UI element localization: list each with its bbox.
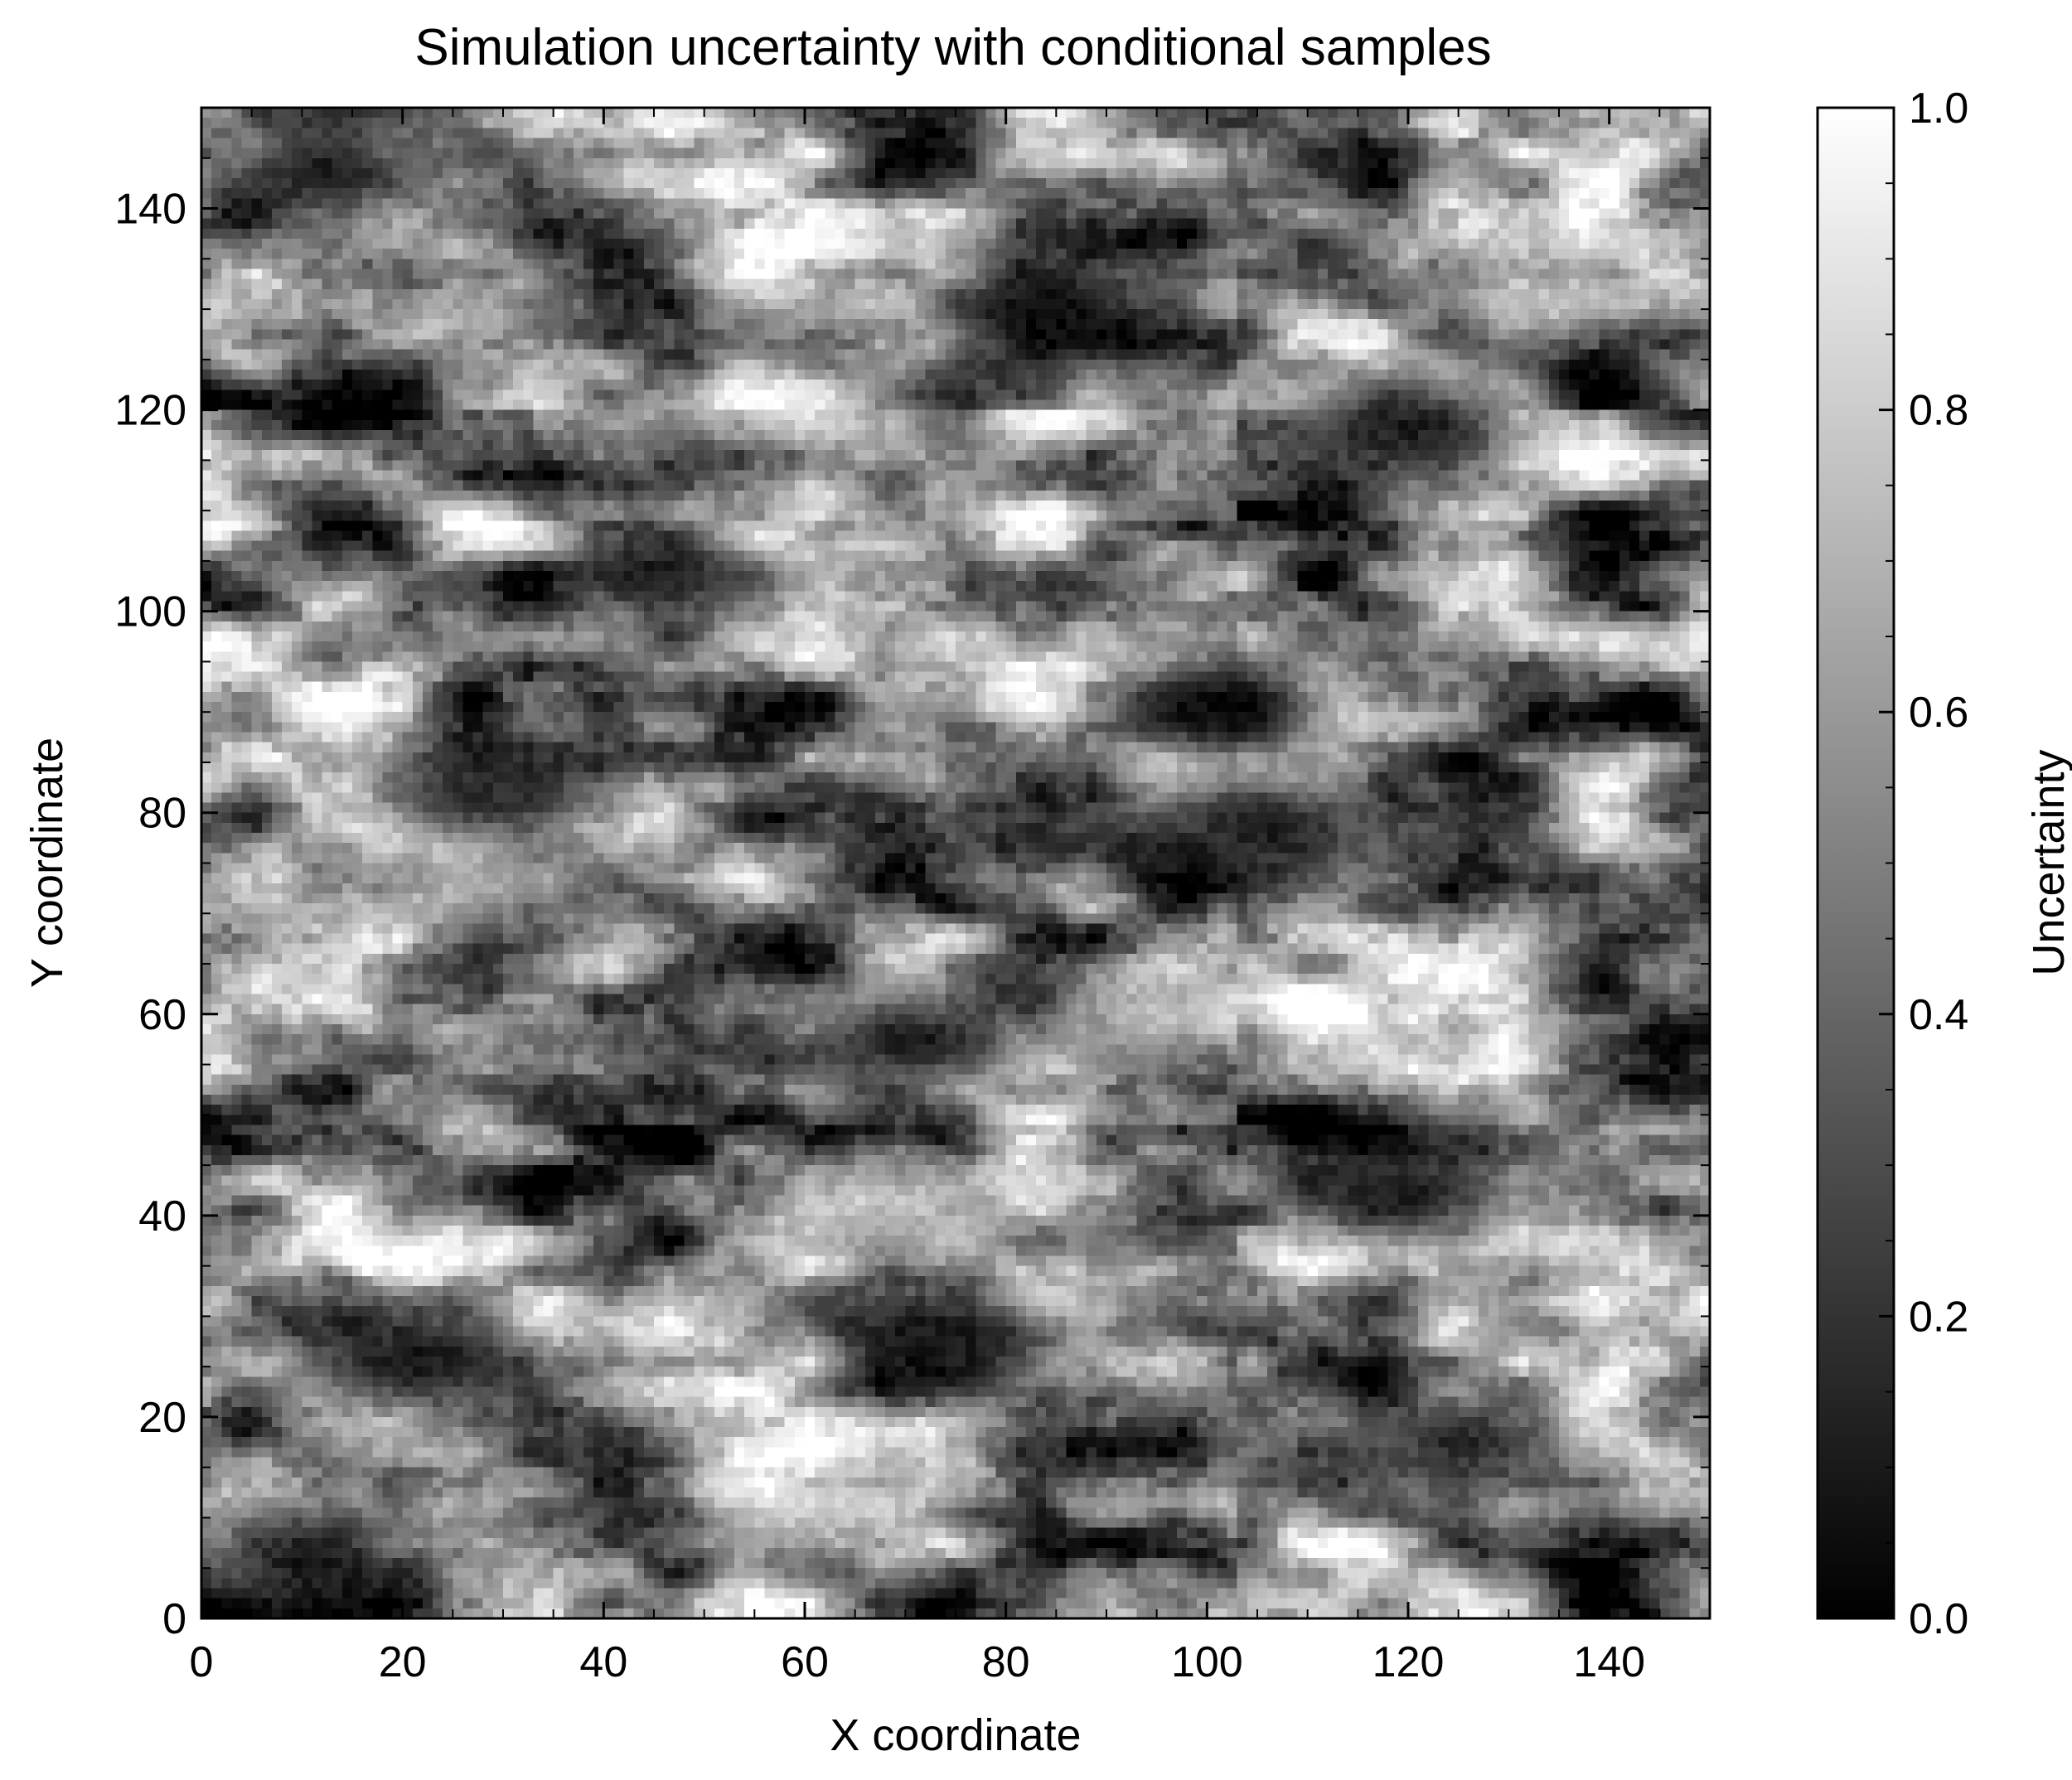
y-tick-label: 120 bbox=[114, 387, 186, 435]
x-tick-label: 60 bbox=[781, 1638, 829, 1686]
y-tick-label: 100 bbox=[114, 588, 186, 636]
colorbar-ticks: 0.0 0.2 0.4 0.6 0.8 1.0 bbox=[1879, 85, 1968, 1643]
x-tick-label: 40 bbox=[579, 1638, 627, 1686]
x-tick-label: 20 bbox=[379, 1638, 427, 1686]
plot-area bbox=[200, 106, 1711, 1620]
colorbar: 0.0 0.2 0.4 0.6 0.8 1.0 Uncertainty bbox=[1816, 85, 2072, 1643]
colorbar-label: Uncertainty bbox=[2024, 749, 2072, 975]
heatmap-image bbox=[201, 108, 1710, 1618]
x-tick-label: 0 bbox=[190, 1638, 214, 1686]
y-axis-label: Y coordinate bbox=[22, 738, 72, 988]
colorbar-tick-label: 0.2 bbox=[1909, 1293, 1968, 1341]
x-tick-label: 80 bbox=[982, 1638, 1030, 1686]
colorbar-tick-label: 0.0 bbox=[1909, 1595, 1968, 1643]
colorbar-tick-label: 0.6 bbox=[1909, 689, 1968, 737]
y-tick-label: 80 bbox=[138, 790, 186, 838]
y-tick-label: 60 bbox=[138, 991, 186, 1039]
colorbar-tick-label: 0.4 bbox=[1909, 991, 1968, 1039]
x-axis: 0 20 40 60 80 100 120 140 bbox=[190, 108, 1711, 1686]
x-tick-label: 120 bbox=[1372, 1638, 1445, 1686]
chart-title: Simulation uncertainty with conditional … bbox=[414, 19, 1491, 76]
x-axis-label: X coordinate bbox=[830, 1710, 1081, 1760]
x-tick-label: 140 bbox=[1573, 1638, 1645, 1686]
y-tick-label: 140 bbox=[114, 186, 186, 234]
y-axis: 0 20 40 60 80 100 120 140 bbox=[114, 107, 1710, 1643]
colorbar-tick-label: 0.8 bbox=[1909, 387, 1968, 435]
colorbar-gradient bbox=[1816, 106, 1895, 1620]
x-tick-label: 100 bbox=[1171, 1638, 1243, 1686]
y-tick-label: 0 bbox=[162, 1595, 186, 1643]
colorbar-tick-label: 1.0 bbox=[1909, 85, 1968, 133]
y-tick-label: 20 bbox=[138, 1394, 186, 1442]
y-tick-label: 40 bbox=[138, 1192, 186, 1241]
